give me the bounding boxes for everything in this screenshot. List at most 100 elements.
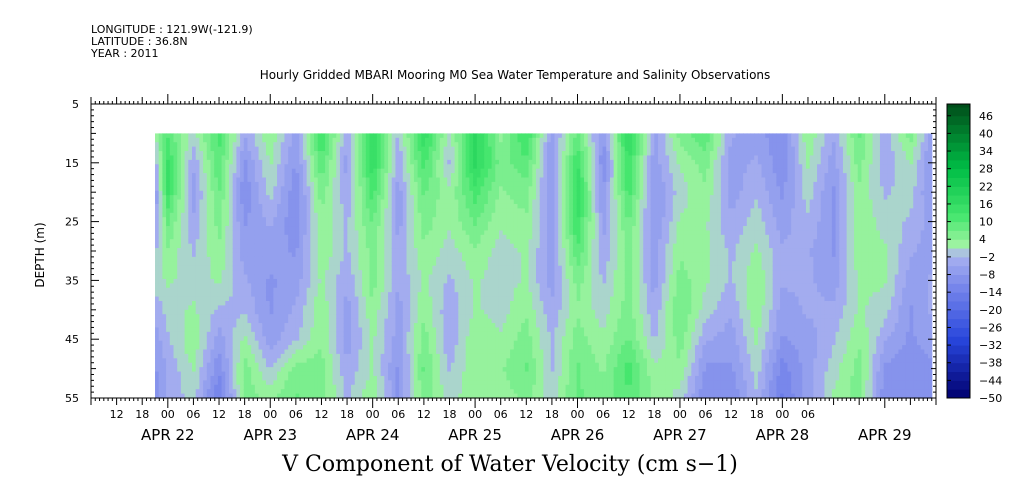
field-cell — [321, 274, 326, 280]
field-cell — [402, 199, 408, 205]
field-cell — [210, 226, 215, 232]
field-cell — [299, 283, 304, 289]
field-cell — [332, 283, 337, 289]
field-cell — [280, 173, 286, 179]
field-cell — [425, 243, 430, 249]
field-cell — [288, 353, 293, 359]
field-cell — [247, 181, 252, 187]
field-cell — [206, 353, 212, 359]
field-cell — [391, 362, 397, 368]
field-cell — [262, 367, 267, 373]
field-cell — [362, 336, 367, 342]
field-cell — [395, 353, 400, 359]
field-cell — [273, 283, 278, 289]
field-cell — [203, 367, 208, 373]
field-cell — [317, 375, 323, 381]
field-cell — [277, 159, 282, 165]
field-cell — [162, 274, 167, 280]
field-cell — [265, 212, 271, 218]
field-cell — [180, 181, 186, 187]
field-cell — [354, 265, 360, 271]
field-cell — [328, 226, 334, 232]
field-cell — [369, 186, 374, 192]
field-cell — [240, 336, 245, 342]
field-cell — [413, 292, 419, 298]
field-cell — [280, 274, 286, 280]
field-cell — [232, 265, 237, 271]
field-cell — [339, 393, 345, 399]
field-cell — [177, 226, 182, 232]
field-cell — [295, 261, 300, 267]
field-cell — [406, 375, 411, 381]
field-cell — [177, 142, 182, 148]
field-cell — [195, 283, 200, 289]
field-cell — [336, 177, 341, 183]
field-cell — [184, 146, 189, 152]
field-cell — [280, 195, 286, 201]
field-cell — [365, 265, 371, 271]
field-cell — [362, 133, 367, 139]
field-cell — [436, 265, 441, 271]
field-cell — [413, 168, 419, 174]
field-cell — [354, 177, 360, 183]
field-cell — [384, 137, 389, 143]
field-cell — [328, 199, 334, 205]
field-cell — [373, 314, 378, 320]
field-cell — [399, 314, 404, 320]
field-cell — [321, 212, 326, 218]
field-cell — [192, 296, 197, 302]
field-cell — [210, 349, 215, 355]
field-cell — [184, 142, 189, 148]
field-cell — [240, 256, 245, 262]
field-cell — [184, 292, 189, 298]
field-cell — [425, 217, 430, 223]
field-cell — [425, 155, 430, 161]
field-cell — [203, 168, 208, 174]
field-cell — [388, 283, 393, 289]
field-cell — [254, 137, 260, 143]
field-cell — [243, 159, 249, 165]
field-cell — [439, 230, 445, 236]
field-cell — [225, 248, 230, 254]
field-cell — [417, 375, 422, 381]
field-cell — [380, 345, 385, 351]
field-cell — [369, 296, 374, 302]
field-cell — [436, 278, 441, 284]
field-cell — [395, 270, 400, 276]
field-cell — [225, 345, 230, 351]
field-cell — [384, 314, 389, 320]
field-cell — [251, 252, 256, 258]
field-cell — [428, 375, 434, 381]
field-cell — [221, 208, 226, 214]
field-cell — [265, 265, 271, 271]
field-cell — [210, 159, 215, 165]
field-cell — [173, 195, 178, 201]
field-cell — [458, 252, 463, 258]
field-cell — [347, 151, 352, 157]
field-cell — [454, 292, 459, 298]
field-cell — [369, 234, 374, 240]
field-cell — [166, 345, 171, 351]
field-cell — [214, 296, 219, 302]
field-cell — [373, 208, 378, 214]
field-cell — [391, 336, 397, 342]
field-cell — [454, 340, 459, 346]
field-cell — [336, 203, 341, 209]
field-cell — [254, 195, 260, 201]
field-cell — [206, 173, 212, 179]
field-cell — [166, 278, 171, 284]
field-cell — [421, 137, 426, 143]
field-cell — [336, 248, 341, 254]
field-cell — [206, 287, 212, 293]
field-cell — [214, 353, 219, 359]
field-cell — [373, 181, 378, 187]
field-cell — [214, 146, 219, 152]
field-cell — [203, 212, 208, 218]
field-cell — [336, 375, 341, 381]
field-cell — [180, 203, 186, 209]
field-cell — [310, 181, 315, 187]
field-cell — [436, 300, 441, 306]
field-cell — [291, 336, 297, 342]
field-cell — [384, 142, 389, 148]
field-cell — [384, 305, 389, 311]
